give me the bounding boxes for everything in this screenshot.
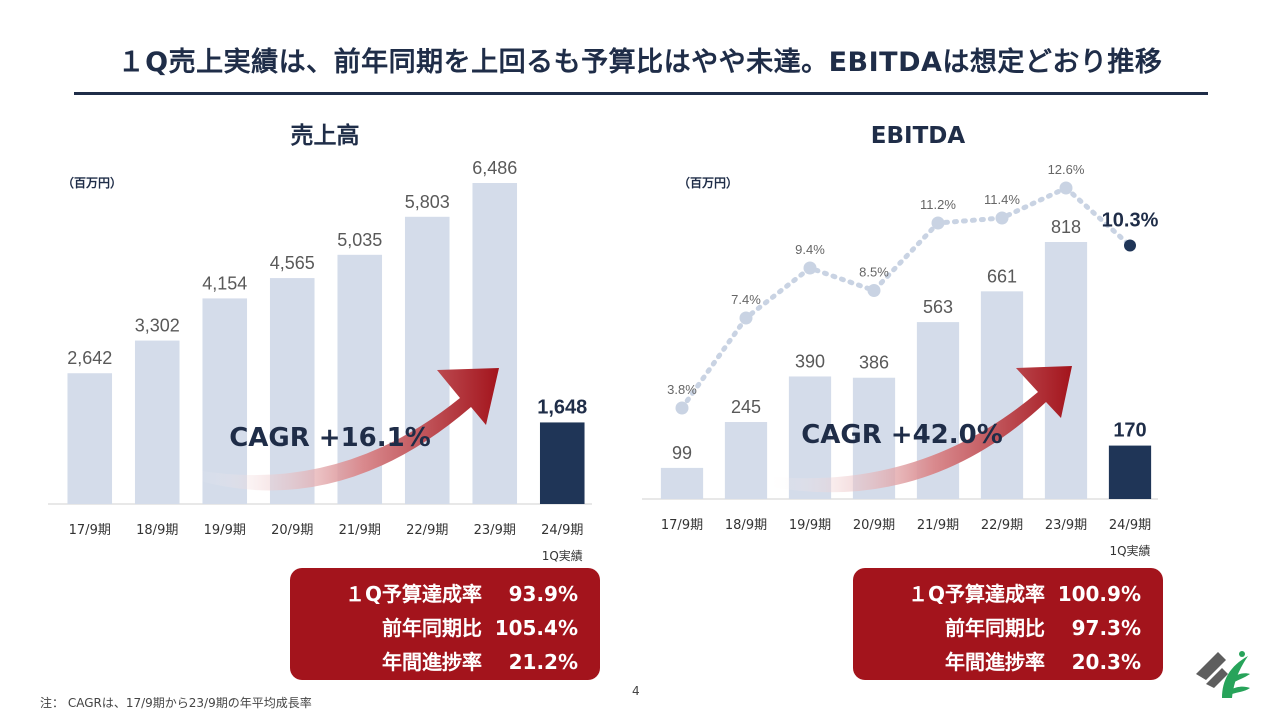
bar: [539, 422, 585, 504]
cagr-arrow: [765, 366, 1072, 493]
slide-title: １Q売上実績は、前年同期を上回るも予算比はやや未達。EBITDAは想定どおり推移: [117, 47, 1163, 78]
stat-row: 前年同期比 97.3%: [853, 611, 1141, 645]
sales-stats-box: １Q予算達成率 93.9% 前年同期比 105.4% 年間進捗率 21.2%: [290, 568, 600, 680]
bar-value-label: 1,648: [537, 396, 587, 418]
x-tick-label: 18/9期: [725, 518, 767, 533]
bar-value-label: 3,302: [135, 316, 180, 336]
bar-value-label: 4,154: [202, 273, 247, 293]
margin-label: 8.5%: [859, 265, 889, 280]
chart-title: 売上高: [291, 122, 360, 149]
x-tick-label: 21/9期: [917, 518, 959, 533]
bar-value-label: 6,486: [472, 158, 517, 178]
bar-value-label: 563: [923, 297, 953, 317]
bar: [269, 278, 315, 504]
bar-value-label: 390: [795, 351, 825, 371]
stat-value: 93.9%: [508, 582, 578, 606]
stat-label: １Q予算達成率: [907, 582, 1045, 606]
x-tick-label: 17/9期: [661, 518, 703, 533]
stat-row: 年間進捗率 21.2%: [290, 645, 578, 679]
stat-label: 年間進捗率: [945, 650, 1045, 674]
bar-value-label: 661: [987, 266, 1017, 286]
x-tick-label: 23/9期: [1045, 518, 1087, 533]
margin-label: 11.4%: [984, 192, 1020, 207]
bar-value-label: 818: [1051, 217, 1081, 237]
x-tick-label: 20/9期: [853, 518, 895, 533]
margin-label: 11.2%: [920, 197, 956, 212]
bar: [134, 340, 180, 504]
title-divider: [74, 92, 1208, 95]
bar-value-label: 4,565: [270, 253, 315, 273]
stat-value: 100.9%: [1057, 582, 1141, 606]
footnote: 注： CAGRは、17/9期から23/9期の年平均成長率: [40, 696, 312, 710]
margin-label: 7.4%: [731, 292, 761, 307]
x-tick-label: 23/9期: [474, 523, 516, 538]
unit-label: （百万円）: [678, 175, 738, 190]
margin-point: [803, 261, 817, 275]
sales-chart: CAGR +16.1% 2,642 3,302 4,154 4,565 5,035 5,8…: [48, 122, 592, 563]
bar-value-label: 245: [731, 397, 761, 417]
bar: [724, 422, 768, 499]
x-tick-label: 22/9期: [406, 523, 448, 538]
x-tick-label: 20/9期: [271, 523, 313, 538]
bar: [472, 183, 518, 504]
bar-value-label: 2,642: [67, 348, 112, 368]
bar-value-label: 5,035: [337, 230, 382, 250]
stat-value: 97.3%: [1071, 616, 1141, 640]
chart-title: EBITDA: [871, 123, 966, 149]
cagr-label: CAGR +42.0%: [801, 420, 1003, 450]
x-tick-label: 18/9期: [136, 523, 178, 538]
bar: [1108, 445, 1152, 499]
stat-row: １Q予算達成率 100.9%: [853, 577, 1141, 611]
ebitda-stats-box: １Q予算達成率 100.9% 前年同期比 97.3% 年間進捗率 20.3%: [853, 568, 1163, 680]
ebitda-chart: CAGR +42.0% 99 245 390 386 563 661 818 170 3.8%…: [642, 123, 1159, 558]
stat-row: １Q予算達成率 93.9%: [290, 577, 578, 611]
margin-label: 3.8%: [667, 382, 697, 397]
x-tick-label: 24/9期: [541, 523, 583, 538]
x-tick-label: 21/9期: [339, 523, 381, 538]
unit-label: （百万円）: [62, 175, 122, 190]
stat-value: 20.3%: [1071, 650, 1141, 674]
stat-label: 前年同期比: [945, 616, 1045, 640]
cagr-label: CAGR +16.1%: [229, 423, 431, 453]
margin-label: 10.3%: [1102, 210, 1159, 232]
bar: [980, 291, 1024, 499]
margin-label: 9.4%: [795, 242, 825, 257]
bar: [202, 298, 248, 504]
stat-label: 年間進捗率: [382, 650, 482, 674]
bar: [67, 373, 113, 504]
bar: [660, 467, 704, 499]
x-tick-sublabel: 1Q実績: [1109, 543, 1150, 558]
cagr-arrow: [196, 368, 499, 491]
margin-point: [1124, 239, 1136, 252]
x-tick-label: 22/9期: [981, 518, 1023, 533]
margin-point: [739, 311, 753, 325]
page-number: 4: [632, 684, 640, 698]
stat-value: 21.2%: [508, 650, 578, 674]
x-tick-sublabel: 1Q実績: [542, 548, 583, 563]
stat-row: 前年同期比 105.4%: [290, 611, 578, 645]
margin-point: [995, 211, 1009, 225]
company-logo: [1196, 651, 1250, 698]
bar: [404, 216, 450, 504]
margin-point: [675, 401, 689, 415]
x-tick-label: 24/9期: [1109, 518, 1151, 533]
bar-value-label: 170: [1113, 420, 1146, 442]
stat-label: １Q予算達成率: [344, 582, 482, 606]
bar-value-label: 99: [672, 443, 692, 463]
margin-point: [931, 216, 945, 230]
margin-point: [1059, 181, 1073, 195]
x-tick-label: 17/9期: [69, 523, 111, 538]
margin-label: 12.6%: [1048, 162, 1085, 177]
stat-row: 年間進捗率 20.3%: [853, 645, 1141, 679]
bar-value-label: 5,803: [405, 192, 450, 212]
stat-label: 前年同期比: [382, 616, 482, 640]
margin-line-segment: [1063, 185, 1133, 248]
margin-point: [867, 284, 881, 297]
x-tick-label: 19/9期: [204, 523, 246, 538]
stat-value: 105.4%: [494, 616, 578, 640]
x-tick-label: 19/9期: [789, 518, 831, 533]
bar-value-label: 386: [859, 353, 889, 373]
